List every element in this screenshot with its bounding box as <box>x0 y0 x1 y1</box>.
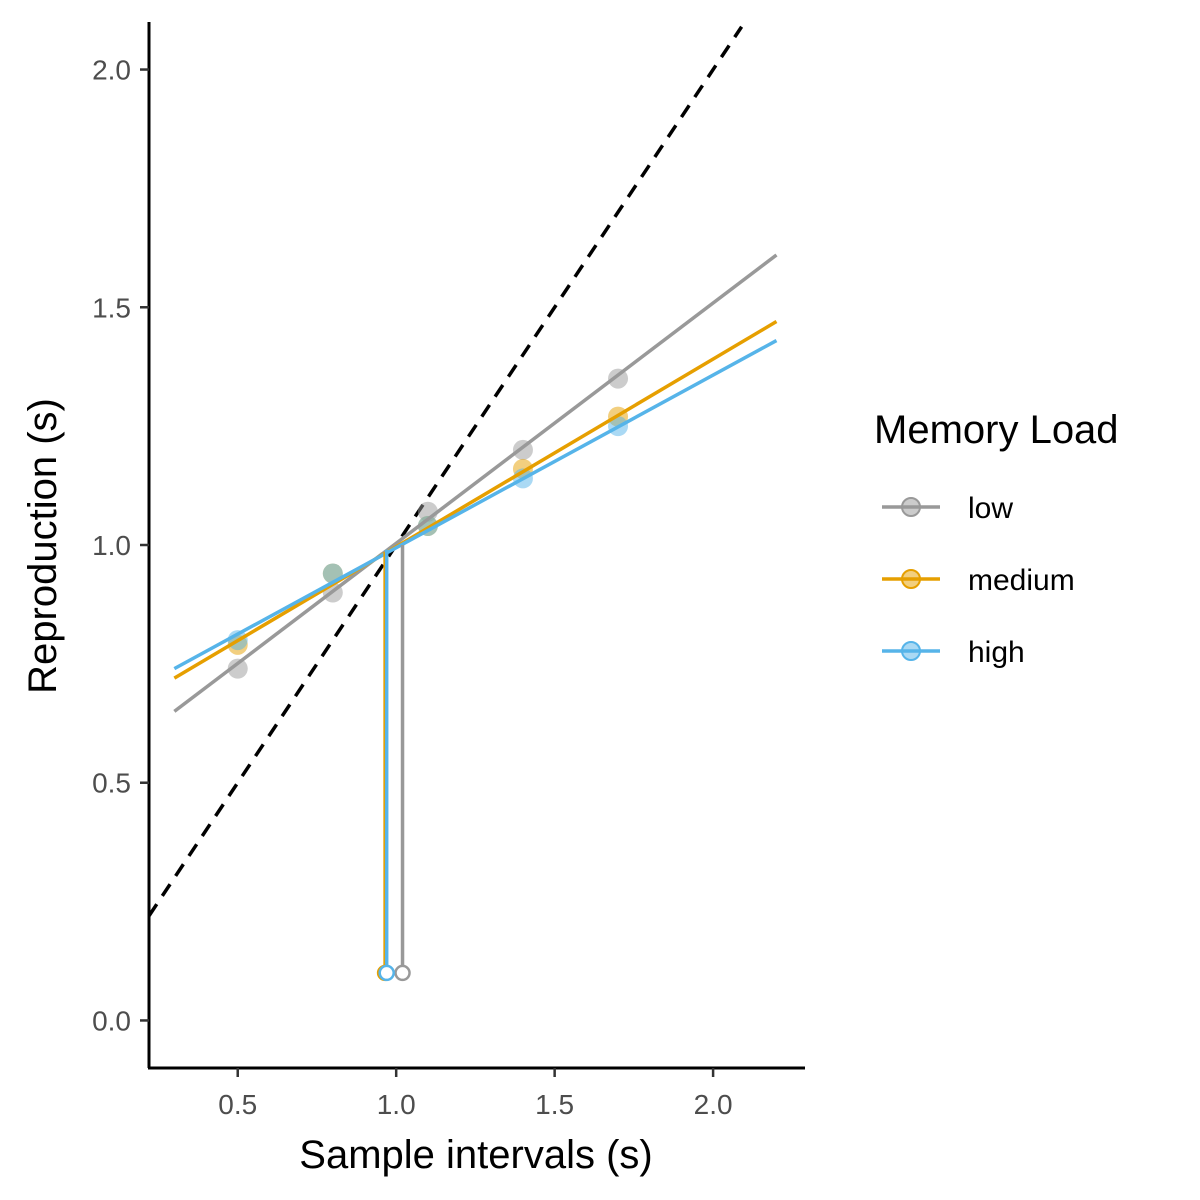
legend-label-medium: medium <box>968 564 1075 597</box>
data-point-low <box>227 658 248 679</box>
fit-line-medium <box>173 320 778 680</box>
legend-marker-medium <box>901 569 921 589</box>
legend-title: Memory Load <box>874 408 1119 452</box>
indifference-point-marker-low <box>394 964 411 982</box>
x-axis-title: Sample intervals (s) <box>299 1133 652 1177</box>
plot-area <box>147 25 778 982</box>
y-tick-label: 2.0 <box>92 55 131 86</box>
x-tick-label: 0.5 <box>218 1089 257 1120</box>
fit-line-high <box>173 339 778 671</box>
legend-label-high: high <box>968 636 1025 669</box>
y-tick-label: 1.5 <box>92 292 131 323</box>
x-tick-label: 1.5 <box>535 1089 574 1120</box>
legend-marker-high <box>901 641 921 661</box>
data-point-low <box>608 368 629 389</box>
fit-line-low <box>173 253 778 713</box>
indifference-point-marker-high <box>378 964 395 982</box>
y-tick-label: 1.0 <box>92 530 131 561</box>
legend-label-low: low <box>968 492 1013 525</box>
axes: 0.0 0.5 1.0 1.5 2.0 0.5 1.0 1.5 2.0 <box>92 22 805 1120</box>
legend-marker-low <box>901 497 921 517</box>
x-tick-label: 1.0 <box>377 1089 416 1120</box>
identity-reference-line <box>147 25 744 917</box>
y-tick-label: 0.5 <box>92 768 131 799</box>
legend: Memory Load low medium high <box>874 408 1119 669</box>
y-axis-title: Reproduction (s) <box>21 398 65 694</box>
x-tick-label: 2.0 <box>694 1089 733 1120</box>
y-tick-label: 0.0 <box>92 1005 131 1036</box>
